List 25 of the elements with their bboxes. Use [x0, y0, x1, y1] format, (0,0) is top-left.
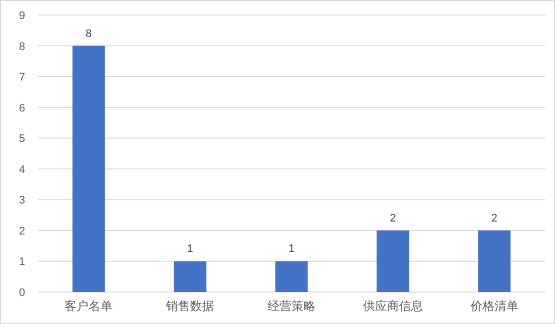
x-tick-label: 价格清单	[469, 299, 518, 313]
x-tick-label: 客户名单	[64, 299, 113, 313]
y-tick-label: 3	[18, 194, 26, 207]
bar	[478, 230, 511, 292]
y-tick-label: 5	[18, 133, 26, 146]
y-tick-label: 8	[18, 40, 26, 53]
data-label: 1	[187, 243, 194, 256]
bar	[376, 230, 410, 292]
y-tick-label: 9	[18, 10, 26, 22]
y-tick-label: 1	[18, 256, 26, 268]
data-label: 8	[86, 28, 92, 40]
x-tick-label: 经营策略	[268, 299, 316, 313]
y-tick-label: 7	[18, 72, 26, 84]
bar	[72, 46, 105, 292]
y-tick-label: 6	[18, 102, 26, 114]
data-label: 1	[288, 243, 295, 256]
y-tick-label: 2	[18, 225, 26, 238]
data-label: 2	[390, 212, 396, 224]
y-tick-label: 0	[18, 287, 26, 299]
bar	[275, 261, 308, 292]
data-label: 2	[491, 212, 498, 224]
x-tick-label: 供应商信息	[362, 299, 423, 313]
x-tick-label: 销售数据	[165, 299, 214, 313]
bar	[174, 261, 206, 292]
y-tick-label: 4	[18, 164, 26, 176]
